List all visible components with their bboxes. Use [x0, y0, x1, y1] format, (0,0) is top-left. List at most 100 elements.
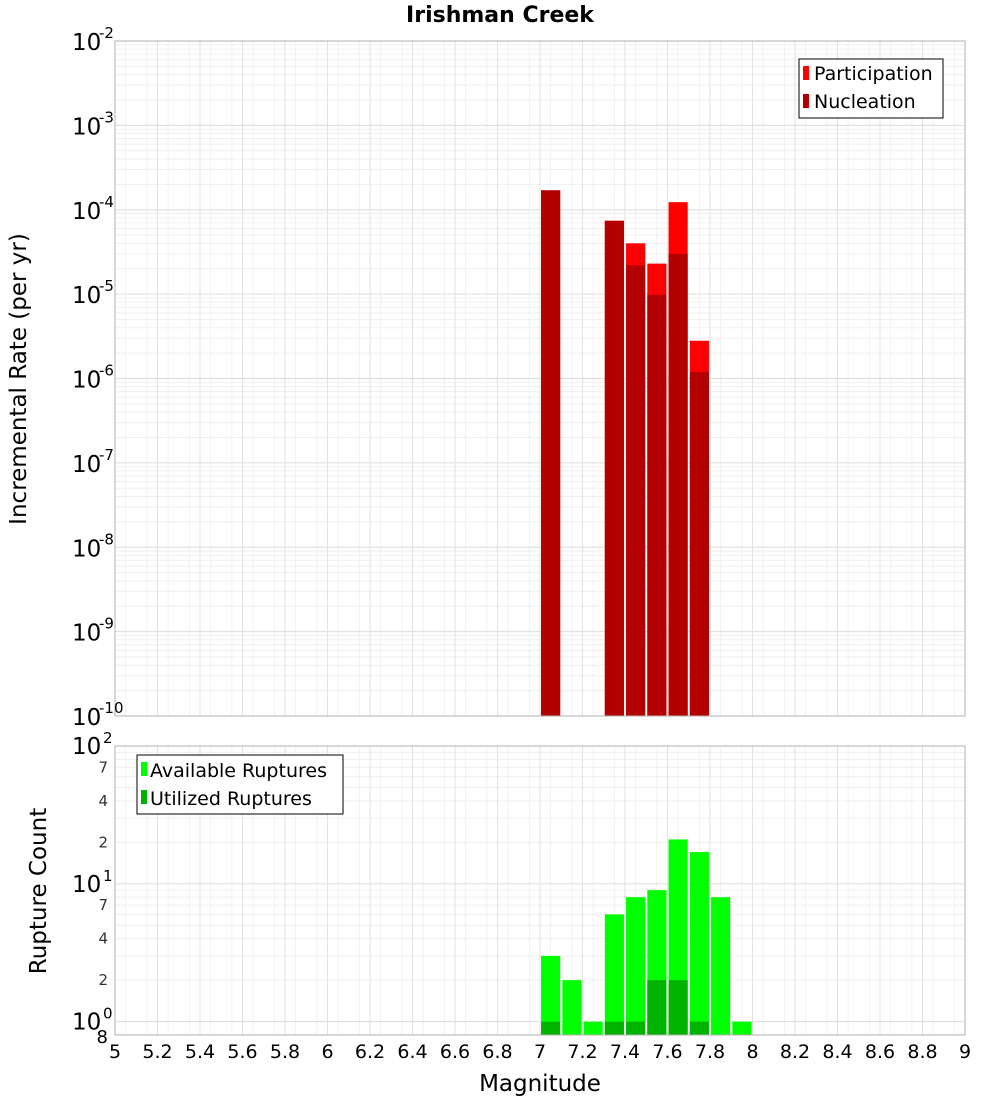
- top-legend: Participation Nucleation: [798, 58, 944, 119]
- participation-legend-label: Participation: [814, 63, 933, 85]
- bottom-y-axis-label: Rupture Count: [26, 808, 52, 974]
- available-ruptures-legend-label: Available Ruptures: [150, 760, 327, 782]
- nucleation-bar: [647, 294, 667, 716]
- x-tick-label: 7.4: [610, 1041, 640, 1063]
- top-y-tick-exponent: -10: [99, 699, 124, 717]
- top-y-tick-labels: 10-210-310-410-510-610-710-810-910-10: [72, 24, 124, 731]
- x-tick-label: 6.2: [355, 1041, 385, 1063]
- x-tick-label: 8.6: [865, 1041, 895, 1063]
- top-y-tick-base: 10: [72, 30, 101, 56]
- nucleation-bar: [541, 190, 561, 716]
- top-y-tick-base: 10: [72, 705, 101, 731]
- bottom-y-tick-base: 10: [72, 1010, 101, 1036]
- top-y-tick-label: 10-7: [72, 446, 114, 478]
- bottom-y-minor-tick-label: 2: [98, 971, 108, 989]
- utilized-ruptures-bar: [604, 1021, 624, 1035]
- top-gridlines: [114, 41, 966, 717]
- utilized-ruptures-bar: [626, 1021, 646, 1035]
- top-y-tick-label: 10-4: [72, 193, 114, 225]
- bottom-legend: Available Ruptures Utilized Ruptures: [136, 754, 344, 815]
- nucleation-bar: [604, 220, 624, 716]
- top-y-tick-base: 10: [72, 621, 101, 647]
- x-tick-label: 8.2: [780, 1041, 810, 1063]
- bottom-plot-frame: [114, 745, 966, 1036]
- nucleation-legend-swatch: [803, 94, 809, 108]
- bottom-y-major-tick-label: 10 2: [72, 729, 113, 760]
- x-tick-label: 8.8: [907, 1041, 937, 1063]
- bottom-y-minor-tick-label: 2: [98, 833, 108, 851]
- x-tick-label: 8: [746, 1041, 758, 1063]
- bottom-y-minor-tick-label: 4: [98, 930, 108, 948]
- top-y-tick-exponent: -8: [99, 530, 114, 548]
- top-y-tick-exponent: -7: [99, 446, 114, 464]
- available-ruptures-bar: [732, 1021, 752, 1035]
- available-ruptures-bar: [604, 914, 624, 1035]
- x-tick-label: 5.2: [142, 1041, 172, 1063]
- bottom-y-minor-tick-label: 8: [97, 1027, 108, 1048]
- top-y-tick-label: 10-8: [72, 530, 114, 562]
- utilized-ruptures-bar: [689, 1021, 709, 1035]
- available-ruptures-bar: [562, 980, 582, 1035]
- x-tick-label: 6.4: [397, 1041, 427, 1063]
- top-legend-box: [798, 58, 944, 119]
- top-y-tick-base: 10: [72, 199, 101, 225]
- top-y-tick-base: 10: [72, 536, 101, 562]
- available-ruptures-bar: [626, 897, 646, 1035]
- available-ruptures-bar: [583, 1021, 603, 1035]
- top-y-tick-exponent: -2: [99, 24, 114, 42]
- utilized-ruptures-bar: [647, 980, 667, 1035]
- available-ruptures-bar: [541, 955, 561, 1035]
- x-tick-label: 5.6: [227, 1041, 257, 1063]
- top-y-tick-label: 10-3: [72, 108, 114, 140]
- x-tick-label: 7: [534, 1041, 546, 1063]
- x-axis-label: Magnitude: [479, 1071, 601, 1097]
- top-y-axis-label: Incremental Rate (per yr): [6, 233, 32, 525]
- x-tick-label: 5.4: [185, 1041, 215, 1063]
- bottom-bars: [541, 839, 752, 1035]
- bottom-y-major-tick-label: 10 1: [72, 867, 113, 898]
- nucleation-legend-label: Nucleation: [814, 91, 916, 113]
- x-tick-label: 6: [321, 1041, 333, 1063]
- utilized-ruptures-legend-label: Utilized Ruptures: [150, 788, 312, 810]
- x-tick-label: 7.6: [652, 1041, 682, 1063]
- top-y-tick-exponent: -3: [99, 108, 114, 126]
- top-y-tick-base: 10: [72, 283, 101, 309]
- nucleation-bar: [668, 253, 688, 716]
- top-y-tick-label: 10-5: [72, 277, 114, 309]
- utilized-ruptures-legend-swatch: [141, 790, 147, 804]
- x-tick-label: 9: [959, 1041, 971, 1063]
- bottom-y-tick-exponent: 2: [103, 729, 113, 747]
- top-y-tick-label: 10-10: [72, 699, 124, 731]
- utilized-ruptures-bar: [668, 980, 688, 1035]
- top-y-tick-base: 10: [72, 452, 101, 478]
- x-tick-label: 8.4: [822, 1041, 852, 1063]
- utilized-ruptures-bar: [541, 1021, 561, 1035]
- nucleation-bar: [689, 371, 709, 716]
- x-tick-label: 6.6: [440, 1041, 470, 1063]
- top-y-tick-label: 10-2: [72, 24, 114, 56]
- top-y-tick-exponent: -4: [99, 193, 114, 211]
- bottom-y-tick-base: 10: [72, 872, 101, 898]
- x-tick-label: 5.8: [270, 1041, 300, 1063]
- x-tick-label: 5: [109, 1041, 121, 1063]
- available-ruptures-bar: [689, 852, 709, 1035]
- top-y-tick-exponent: -5: [99, 277, 114, 295]
- participation-legend-swatch: [803, 66, 809, 80]
- bottom-legend-box: [136, 754, 344, 815]
- top-y-tick-label: 10-9: [72, 615, 114, 647]
- bottom-y-minor-tick-label: 4: [98, 792, 108, 810]
- top-y-tick-base: 10: [72, 114, 101, 140]
- bottom-y-minor-tick-label: 7: [98, 896, 108, 914]
- bottom-y-major-tick-label: 10 0: [72, 1005, 113, 1036]
- top-y-tick-label: 10-6: [72, 362, 114, 394]
- bottom-y-tick-exponent: 1: [103, 867, 113, 885]
- x-tick-label: 7.8: [695, 1041, 725, 1063]
- top-bars: [541, 190, 709, 717]
- x-tick-label: 7.2: [567, 1041, 597, 1063]
- available-ruptures-bar: [711, 897, 731, 1035]
- top-plot-frame: [114, 40, 966, 717]
- bottom-y-tick-exponent: 0: [103, 1005, 113, 1023]
